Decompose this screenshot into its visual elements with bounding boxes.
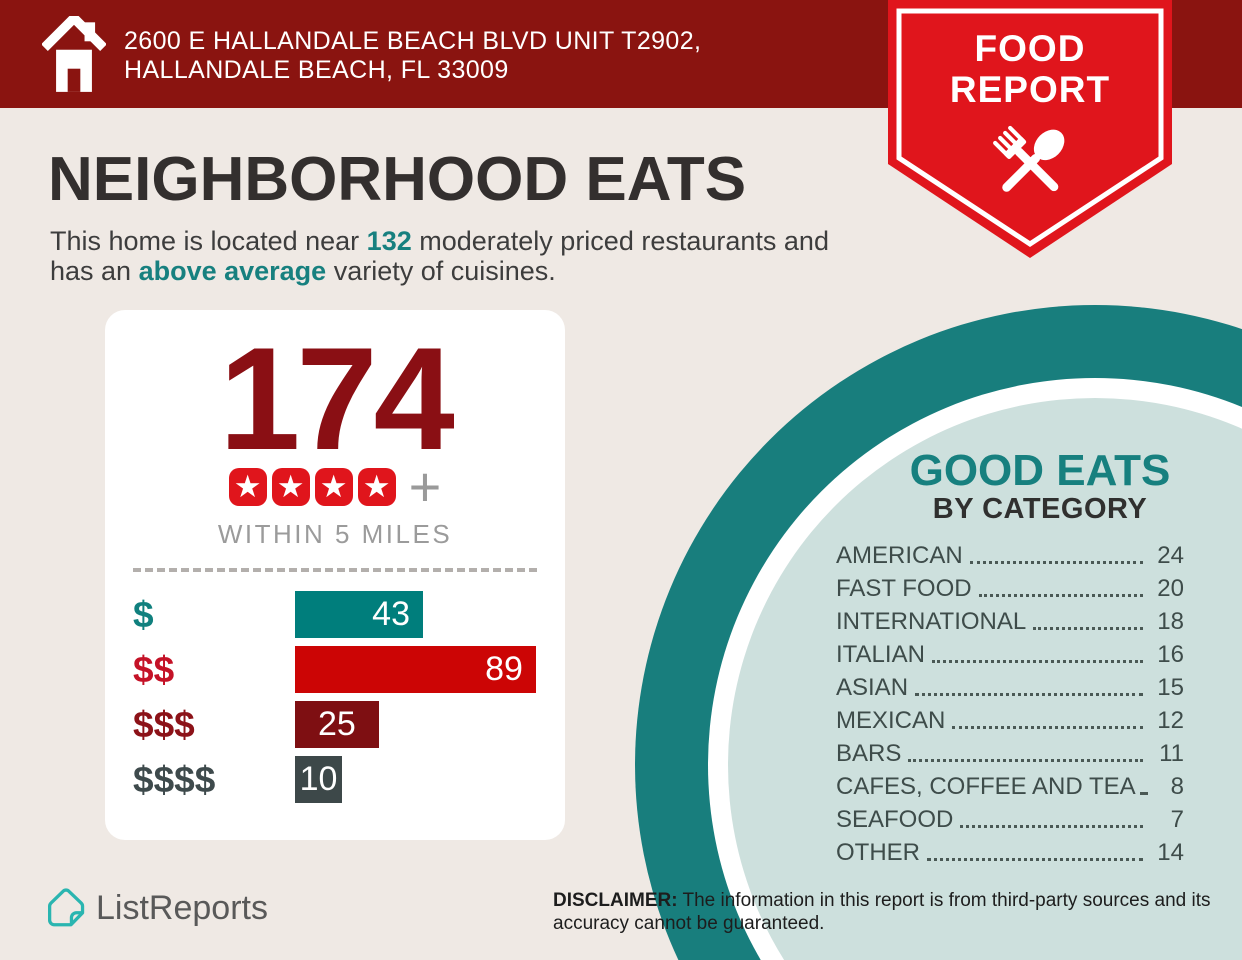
star-glyph: ★ xyxy=(276,469,305,504)
category-label: ITALIAN xyxy=(836,641,925,668)
dashed-divider xyxy=(133,568,537,572)
category-value: 7 xyxy=(1170,806,1184,833)
listreports-house-icon xyxy=(48,888,85,927)
dotted-leader xyxy=(1033,627,1143,630)
dotted-leader xyxy=(952,726,1143,729)
category-row: SEAFOOD 7 xyxy=(836,801,1184,834)
category-row: CAFES, COFFEE AND TEA 8 xyxy=(836,768,1184,801)
brand-name: ListReports xyxy=(96,888,268,927)
bar-value: 43 xyxy=(372,595,410,633)
category-label: BARS xyxy=(836,740,902,767)
good-eats-subtitle: BY CATEGORY xyxy=(932,493,1148,525)
bar-value: 89 xyxy=(485,650,523,688)
dotted-leader xyxy=(978,594,1143,597)
restaurant-stats-card: 174 ★ ★ ★ ★ + WITHIN 5 MILES $ 43 $$ 89 … xyxy=(105,310,565,840)
listreports-logo: ListReports xyxy=(46,886,268,930)
category-value: 15 xyxy=(1157,674,1184,701)
restaurant-count: 132 xyxy=(366,226,412,256)
category-label: MEXICAN xyxy=(836,707,946,734)
disclaimer-label: DISCLAIMER: xyxy=(553,890,678,911)
category-value: 16 xyxy=(1157,641,1184,668)
category-label: FAST FOOD xyxy=(836,575,972,602)
good-eats-title: GOOD EATS xyxy=(909,446,1171,495)
price-tier-row: $$ 89 xyxy=(105,646,565,693)
radius-caption: WITHIN 5 MILES xyxy=(217,519,453,549)
home-icon xyxy=(42,16,106,92)
intro-line-2: has an above average variety of cuisines… xyxy=(50,255,829,287)
badge-title-line2: REPORT xyxy=(949,69,1111,110)
spoon-and-fork-icon xyxy=(993,125,1065,192)
category-value: 12 xyxy=(1157,707,1184,734)
price-tier-label: $$ xyxy=(133,649,175,690)
category-row: INTERNATIONAL 18 xyxy=(836,603,1184,636)
dotted-leader xyxy=(931,660,1143,663)
category-row: OTHER 14 xyxy=(836,834,1184,867)
category-value: 14 xyxy=(1157,839,1184,866)
dotted-leader xyxy=(908,759,1143,762)
category-value: 20 xyxy=(1157,575,1184,602)
category-value: 11 xyxy=(1159,740,1184,767)
intro-line-1: This home is located near 132 moderately… xyxy=(50,226,829,257)
category-row: AMERICAN 24 xyxy=(836,537,1184,570)
intro-line2-pre: has an xyxy=(50,255,139,286)
property-address: 2600 E HALLANDALE BEACH BLVD UNIT T2902,… xyxy=(124,27,701,85)
category-row: ASIAN 15 xyxy=(836,669,1184,702)
variety-highlight: above average xyxy=(138,255,327,286)
dotted-leader xyxy=(960,825,1143,828)
star-glyph: ★ xyxy=(233,469,262,504)
disclaimer-text: The information in this report is from t… xyxy=(553,890,1211,934)
category-label: SEAFOOD xyxy=(836,806,954,833)
star-icon: ★ xyxy=(271,468,310,506)
bar-four-dollar: 10 xyxy=(295,756,342,803)
price-tier-label: $$$$ xyxy=(133,759,216,800)
category-list: AMERICAN 24 FAST FOOD 20 INTERNATIONAL 18 I… xyxy=(836,537,1184,867)
price-tier-row: $$$ 25 xyxy=(105,701,565,748)
price-tier-label: $$$ xyxy=(133,704,195,745)
star-rating: ★ ★ ★ ★ + xyxy=(105,455,565,518)
category-value: 8 xyxy=(1170,773,1184,800)
page-title: NEIGHBORHOOD EATS xyxy=(48,145,747,214)
food-report-badge: FOOD REPORT xyxy=(888,0,1172,262)
plus-icon: + xyxy=(408,455,442,518)
category-value: 18 xyxy=(1157,608,1184,635)
star-icon: ★ xyxy=(314,468,353,506)
price-tier-label: $ xyxy=(133,594,154,635)
star-glyph: ★ xyxy=(319,469,348,504)
dotted-leader xyxy=(915,693,1143,696)
price-tier-row: $$$$ 10 xyxy=(105,756,565,803)
bar-two-dollar: 89 xyxy=(295,646,536,693)
ribbon-shape xyxy=(888,0,1172,258)
bar-value: 25 xyxy=(317,705,356,743)
disclaimer: DISCLAIMER: The information in this repo… xyxy=(553,889,1211,935)
category-value: 24 xyxy=(1157,542,1184,569)
star-glyph: ★ xyxy=(362,469,391,504)
category-label: CAFES, COFFEE AND TEA xyxy=(836,773,1136,800)
category-row: ITALIAN 16 xyxy=(836,636,1184,669)
bar-three-dollar: 25 xyxy=(295,701,379,748)
bar-one-dollar: 43 xyxy=(295,591,423,638)
category-label: AMERICAN xyxy=(836,542,963,569)
category-label: OTHER xyxy=(836,839,920,866)
star-icon: ★ xyxy=(228,468,267,506)
dotted-leader xyxy=(969,561,1143,564)
address-line-2: HALLANDALE BEACH, FL 33009 xyxy=(124,56,509,84)
price-tier-bar-chart: $ 43 $$ 89 $$$ 25 $$$$ 10 xyxy=(105,591,565,811)
intro-line1-post: moderately priced restaurants and xyxy=(411,226,829,256)
intro-line2-post: variety of cuisines. xyxy=(326,255,556,286)
category-label: INTERNATIONAL xyxy=(836,608,1027,635)
category-row: FAST FOOD 20 xyxy=(836,570,1184,603)
badge-title-line1: FOOD xyxy=(974,28,1086,69)
intro-line1-pre: This home is located near xyxy=(50,226,367,256)
price-tier-row: $ 43 xyxy=(105,591,565,638)
category-row: MEXICAN 12 xyxy=(836,702,1184,735)
total-restaurant-count: 174 xyxy=(219,317,455,480)
address-line-1: 2600 E HALLANDALE BEACH BLVD UNIT T2902, xyxy=(124,27,702,55)
category-label: ASIAN xyxy=(836,674,909,701)
intro-text: This home is located near 132 moderately… xyxy=(50,226,829,287)
star-icon: ★ xyxy=(357,468,396,506)
bar-value: 10 xyxy=(299,760,338,798)
dotted-leader xyxy=(927,858,1143,861)
category-row: BARS 11 xyxy=(836,735,1184,768)
